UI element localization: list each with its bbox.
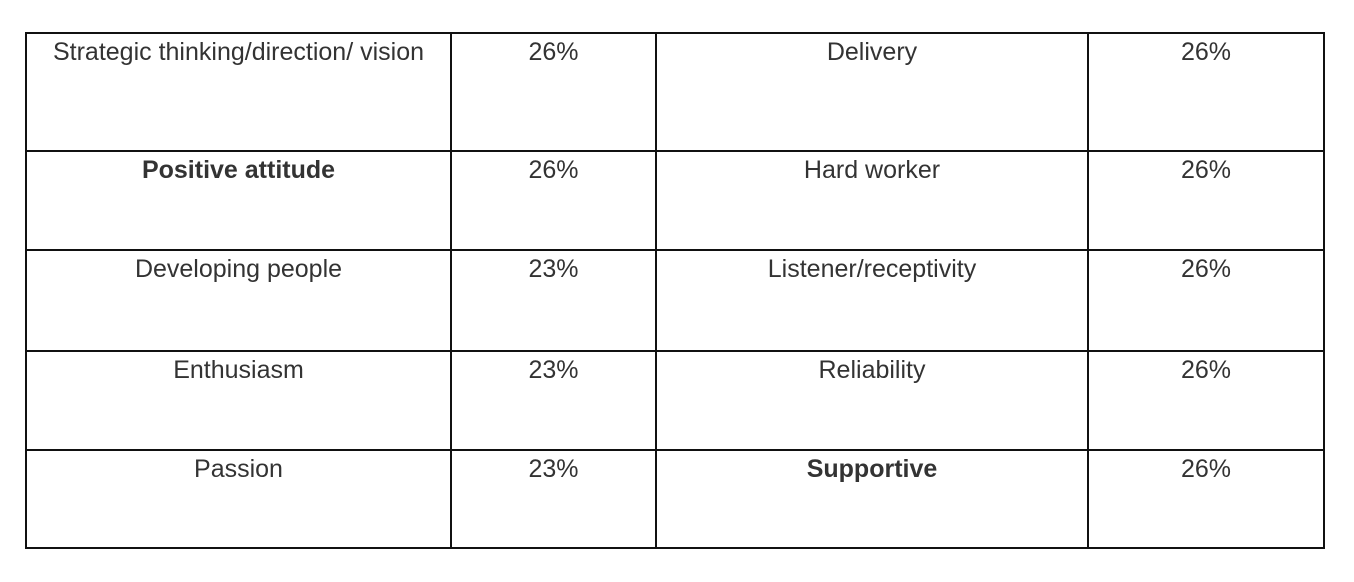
pct-left-cell: 23% bbox=[450, 449, 657, 549]
trait-left-cell: Positive attitude bbox=[25, 150, 452, 251]
table-row: Enthusiasm 23% Reliability 26% bbox=[25, 350, 1325, 451]
pct-right-cell: 26% bbox=[1087, 32, 1325, 152]
table-row: Positive attitude 26% Hard worker 26% bbox=[25, 150, 1325, 251]
trait-right-cell: Delivery bbox=[655, 32, 1089, 152]
pct-left-cell: 23% bbox=[450, 249, 657, 352]
trait-right-cell: Supportive bbox=[655, 449, 1089, 549]
trait-left-cell: Developing people bbox=[25, 249, 452, 352]
pct-left-cell: 26% bbox=[450, 150, 657, 251]
table-row: Strategic thinking/direction/ vision 26%… bbox=[25, 32, 1325, 152]
table-row: Passion 23% Supportive 26% bbox=[25, 449, 1325, 549]
trait-right-cell: Listener/receptivity bbox=[655, 249, 1089, 352]
traits-table: Strategic thinking/direction/ vision 26%… bbox=[25, 32, 1325, 549]
pct-right-cell: 26% bbox=[1087, 249, 1325, 352]
pct-right-cell: 26% bbox=[1087, 150, 1325, 251]
pct-right-cell: 26% bbox=[1087, 449, 1325, 549]
trait-right-cell: Hard worker bbox=[655, 150, 1089, 251]
trait-right-cell: Reliability bbox=[655, 350, 1089, 451]
trait-left-cell: Passion bbox=[25, 449, 452, 549]
trait-left-cell: Enthusiasm bbox=[25, 350, 452, 451]
pct-left-cell: 26% bbox=[450, 32, 657, 152]
trait-left-cell: Strategic thinking/direction/ vision bbox=[25, 32, 452, 152]
pct-right-cell: 26% bbox=[1087, 350, 1325, 451]
table-row: Developing people 23% Listener/receptivi… bbox=[25, 249, 1325, 352]
pct-left-cell: 23% bbox=[450, 350, 657, 451]
